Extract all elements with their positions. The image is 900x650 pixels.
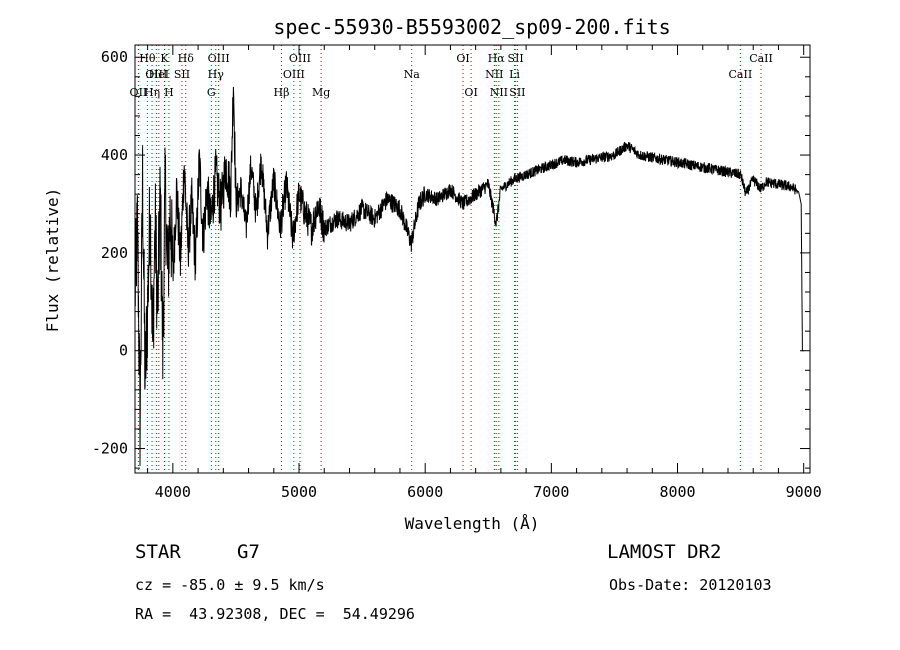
line-marker-label: G: [207, 86, 216, 99]
x-tick-label: 5000: [281, 483, 317, 501]
redshift-text: cz = -85.0 ± 9.5 km/s: [135, 576, 325, 594]
line-marker-label: SII: [174, 68, 190, 81]
line-marker-label: OI: [456, 52, 469, 65]
y-tick-label: 200: [101, 244, 128, 262]
object-class: STAR: [135, 541, 181, 563]
line-marker-label: SII: [508, 52, 524, 65]
y-tick-label: -200: [92, 440, 128, 458]
line-marker-label: OII: [130, 86, 148, 99]
line-marker-label: SII: [509, 86, 525, 99]
x-tick-label: 6000: [407, 483, 443, 501]
plot-frame: [134, 44, 811, 474]
line-marker-label: Na: [404, 68, 421, 81]
y-tick-label: 0: [119, 342, 128, 360]
line-marker-label: OIII: [289, 52, 311, 65]
x-tick-label: 8000: [659, 483, 695, 501]
line-marker-label: Mg: [312, 86, 330, 99]
line-marker-label: Hα: [488, 52, 506, 65]
object-subclass: G7: [237, 541, 260, 563]
line-marker-label: NII: [490, 86, 508, 99]
line-marker-label: OI: [464, 86, 477, 99]
line-marker-label: OIII: [283, 68, 305, 81]
coordinates-text: RA = 43.92308, DEC = 54.49296: [135, 605, 415, 623]
x-tick-label: 9000: [786, 483, 822, 501]
line-marker-label: Li: [509, 68, 520, 81]
line-marker-label: CaII: [729, 68, 753, 81]
line-marker-label: Hγ: [208, 68, 225, 81]
spectrum-chart: spec-55930-B5593002_sp09-200.fits OII Hθ O…: [43, 15, 822, 533]
x-axis: 4000 5000 6000 7000 8000 9000: [147, 45, 822, 501]
line-marker-label: Hδ: [178, 52, 195, 65]
x-tick-label: 7000: [533, 483, 569, 501]
x-axis-label: Wavelength (Å): [405, 514, 540, 533]
line-marker-label: Hβ: [274, 86, 290, 99]
x-tick-label: 4000: [155, 483, 191, 501]
line-marker-label: OIII: [208, 52, 230, 65]
line-marker-label: OIII: [145, 68, 167, 81]
y-axis: -200 0 200 400 600: [92, 48, 810, 469]
survey-name: LAMOST DR2: [607, 541, 722, 563]
y-axis-label: Flux (relative): [43, 188, 62, 333]
y-tick-label: 400: [101, 146, 128, 164]
line-marker-label: NII: [485, 68, 503, 81]
line-marker-label: CaII: [749, 52, 773, 65]
chart-title: spec-55930-B5593002_sp09-200.fits: [273, 15, 670, 39]
line-marker-label: K: [160, 52, 169, 65]
y-tick-label: 600: [101, 48, 128, 66]
line-marker-label: H: [164, 86, 174, 99]
obs-date-text: Obs-Date: 20120103: [609, 576, 772, 594]
line-marker-label: HeI: [149, 68, 169, 81]
line-marker-label: Hη: [144, 86, 160, 99]
spectrum-line: [134, 86, 804, 466]
line-marker-label: Hθ: [139, 52, 156, 65]
